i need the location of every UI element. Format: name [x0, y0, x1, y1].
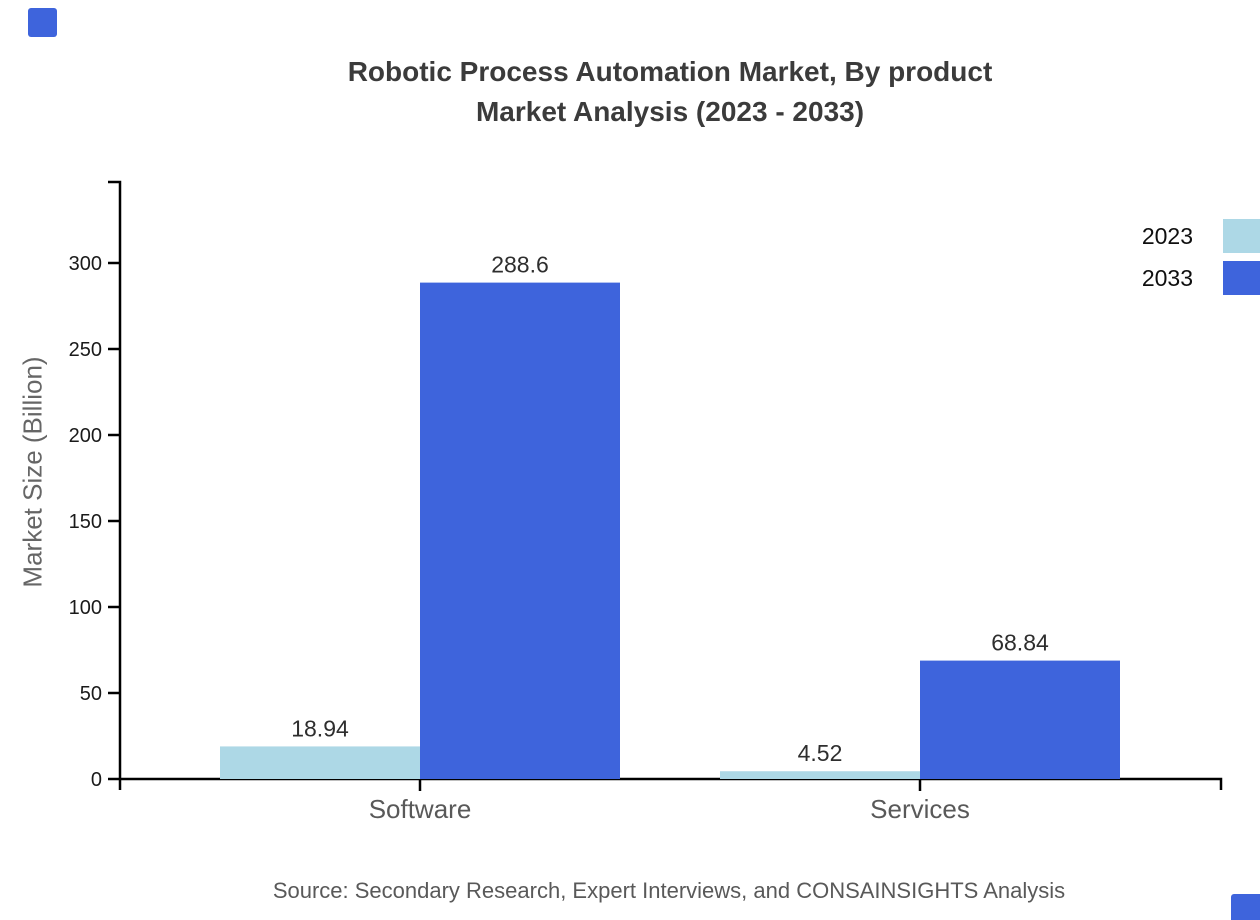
chart-legend: 2023 2033 [1100, 219, 1260, 303]
legend-swatch-icon [1223, 219, 1260, 253]
corner-marker-top-left-icon [28, 8, 57, 37]
corner-marker-bottom-right-icon [1231, 894, 1260, 920]
bar-services-2033[interactable] [920, 660, 1120, 779]
y-tick-label: 150 [69, 511, 102, 533]
legend-item-2023[interactable]: 2023 [1100, 219, 1260, 253]
value-label-services-2023: 4.52 [798, 740, 843, 766]
category-label-services: Services [870, 794, 970, 824]
category-label-software: Software [369, 794, 472, 824]
y-tick-label: 50 [80, 683, 102, 705]
bar-software-2033[interactable] [420, 282, 620, 779]
chart-title-line1: Robotic Process Automation Market, By pr… [347, 56, 993, 87]
source-attribution: Source: Secondary Research, Expert Inter… [272, 878, 1066, 903]
y-tick-label: 100 [69, 597, 102, 619]
bar-services-2023[interactable] [720, 771, 920, 779]
legend-item-2033[interactable]: 2033 [1100, 261, 1260, 295]
legend-label: 2033 [1141, 265, 1193, 291]
legend-swatch-icon [1223, 261, 1260, 295]
chart-title: Robotic Process Automation Market, By pr… [75, 52, 1260, 132]
value-label-software-2033: 288.6 [491, 252, 549, 278]
y-tick-label: 200 [69, 425, 102, 447]
value-label-software-2023: 18.94 [291, 715, 349, 741]
legend-label: 2023 [1141, 223, 1193, 249]
bar-software-2023[interactable] [220, 746, 420, 779]
y-tick-label: 300 [69, 253, 102, 275]
chart-title-line2: Market Analysis (2023 - 2033) [475, 96, 865, 127]
value-label-services-2033: 68.84 [991, 630, 1049, 656]
y-tick-label: 0 [91, 769, 102, 791]
y-axis-title: Market Size (Billion) [17, 356, 48, 588]
y-tick-label: 250 [69, 339, 102, 361]
